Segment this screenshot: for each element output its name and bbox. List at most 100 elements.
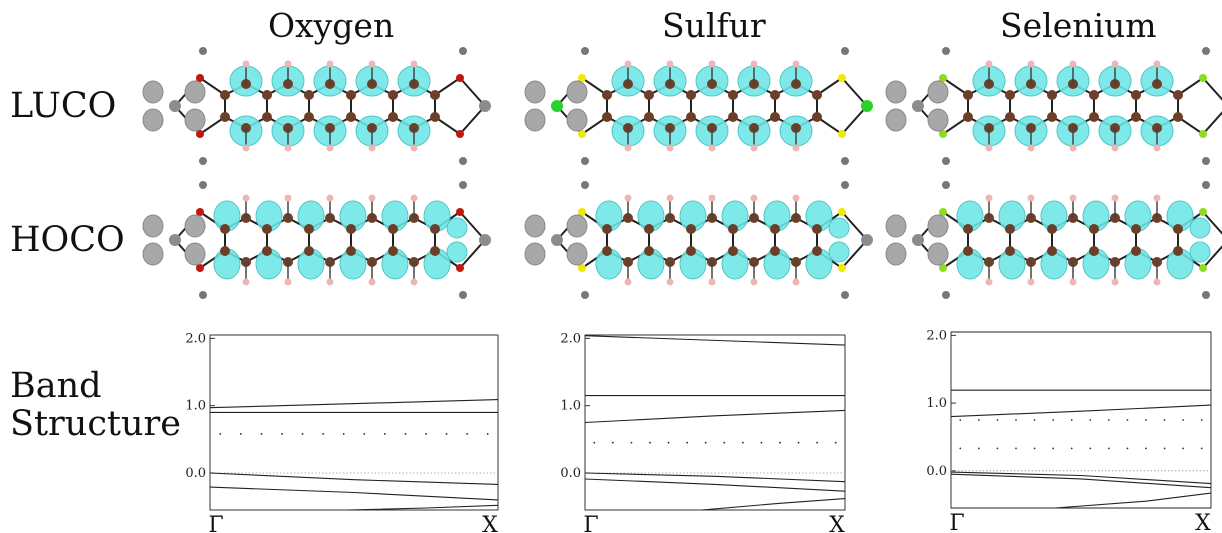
hydrogen-atom: [792, 194, 800, 202]
carbon-atom: [602, 246, 612, 256]
band-dot: [260, 433, 263, 435]
carbon-atom: [644, 90, 654, 100]
carbon-atom: [346, 224, 356, 234]
band-dot: [301, 433, 304, 435]
hydrogen-atom: [792, 144, 800, 152]
carbon-atom: [1173, 90, 1183, 100]
carbon-atom: [686, 90, 696, 100]
hydrogen-atom: [1069, 194, 1077, 202]
band-dot: [1145, 419, 1147, 421]
negative-lobe: [885, 108, 907, 132]
carbon-atom: [812, 246, 822, 256]
carbon-atom: [220, 224, 230, 234]
heteroatom: [196, 130, 204, 138]
y-tick-label: 0.0: [926, 464, 947, 479]
negative-lobe: [927, 80, 949, 104]
negative-lobe: [524, 242, 546, 266]
periodic-image-atom: [199, 291, 207, 299]
periodic-image-atom: [1202, 181, 1210, 189]
hydrogen-atom: [666, 60, 674, 68]
hydrogen-atom: [326, 144, 334, 152]
periodic-image-atom: [1202, 47, 1210, 55]
negative-lobe: [142, 80, 164, 104]
x-tick-label: Γ: [949, 511, 964, 533]
carbon-atom: [812, 112, 822, 122]
hydrogen-atom: [284, 278, 292, 286]
carbon-atom: [346, 112, 356, 122]
band-dot: [425, 433, 427, 435]
carbon-atom: [388, 90, 398, 100]
metal-atom: [861, 234, 873, 246]
carbon-atom: [770, 112, 780, 122]
band-dot: [342, 433, 345, 435]
carbon-atom: [1047, 90, 1057, 100]
carbon-atom: [262, 246, 272, 256]
hydrogen-atom: [1027, 144, 1035, 152]
carbon-atom: [1089, 112, 1099, 122]
carbon-atom: [963, 246, 973, 256]
hydrogen-atom: [284, 60, 292, 68]
negative-lobe: [524, 108, 546, 132]
carbon-atom: [812, 90, 822, 100]
band-dot: [779, 441, 781, 444]
carbon-atom: [1005, 224, 1015, 234]
carbon-atom: [686, 246, 696, 256]
carbon-atom: [388, 112, 398, 122]
periodic-image-atom: [199, 157, 207, 165]
negative-lobe: [885, 214, 907, 238]
heteroatom: [578, 74, 586, 82]
hydrogen-atom: [410, 60, 418, 68]
carbon-atom: [1005, 90, 1015, 100]
band-line: [584, 472, 846, 483]
carbon-atom: [262, 224, 272, 234]
negative-lobe: [927, 242, 949, 266]
negative-lobe: [566, 108, 588, 132]
negative-lobe: [184, 214, 206, 238]
band-dot: [1070, 447, 1073, 450]
negative-lobe: [566, 80, 588, 104]
heteroatom: [838, 74, 846, 82]
carbon-atom: [1131, 246, 1141, 256]
x-tick-label: X: [482, 513, 498, 533]
band-dot: [486, 433, 489, 435]
bond: [1202, 77, 1222, 101]
hydrogen-atom: [368, 144, 376, 152]
carbon-atom: [770, 246, 780, 256]
metal-atom: [169, 100, 181, 112]
carbon-atom: [1131, 90, 1141, 100]
hydrogen-atom: [1069, 278, 1077, 286]
carbon-atom: [602, 112, 612, 122]
bond: [459, 105, 486, 135]
band-dot: [322, 433, 325, 435]
molecule-panel: [142, 181, 491, 299]
band-dot: [281, 433, 283, 435]
y-tick-label: 1.0: [185, 399, 206, 414]
metal-atom: [169, 234, 181, 246]
band-dot: [816, 441, 819, 444]
band-chart-sulfur: 0.0 1.0 2.0 Γ X: [560, 331, 846, 533]
metal-atom: [551, 234, 563, 246]
hydrogen-atom: [1111, 60, 1119, 68]
hydrogen-atom: [1027, 278, 1035, 286]
band-dot: [686, 441, 689, 444]
y-tick-label: 0.0: [560, 466, 581, 481]
plot-frame: [209, 334, 499, 511]
heteroatom: [196, 264, 204, 272]
periodic-image-atom: [581, 47, 589, 55]
carbon-atom: [963, 90, 973, 100]
negative-lobe: [927, 214, 949, 238]
band-dot: [977, 447, 980, 450]
periodic-image-atom: [841, 181, 849, 189]
heteroatom: [1199, 74, 1207, 82]
band-line: [584, 478, 846, 492]
bond: [581, 77, 608, 96]
periodic-image-atom: [1202, 291, 1210, 299]
hydrogen-atom: [410, 194, 418, 202]
hydrogen-atom: [750, 194, 758, 202]
bond: [459, 211, 486, 241]
band-dot: [1015, 419, 1017, 421]
band-dot: [1033, 447, 1036, 450]
molecule-panel: [524, 181, 873, 299]
negative-lobe: [566, 242, 588, 266]
hydrogen-atom: [666, 278, 674, 286]
